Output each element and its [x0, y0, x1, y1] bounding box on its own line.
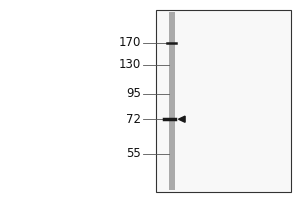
- Text: 55: 55: [126, 147, 141, 160]
- Bar: [169, 12, 175, 190]
- Text: 130: 130: [119, 58, 141, 71]
- Text: NCI-H460: NCI-H460: [196, 0, 251, 3]
- Text: 72: 72: [126, 113, 141, 126]
- Text: 170: 170: [118, 36, 141, 49]
- Text: 95: 95: [126, 87, 141, 100]
- Polygon shape: [178, 116, 185, 122]
- Bar: [156, 10, 291, 192]
